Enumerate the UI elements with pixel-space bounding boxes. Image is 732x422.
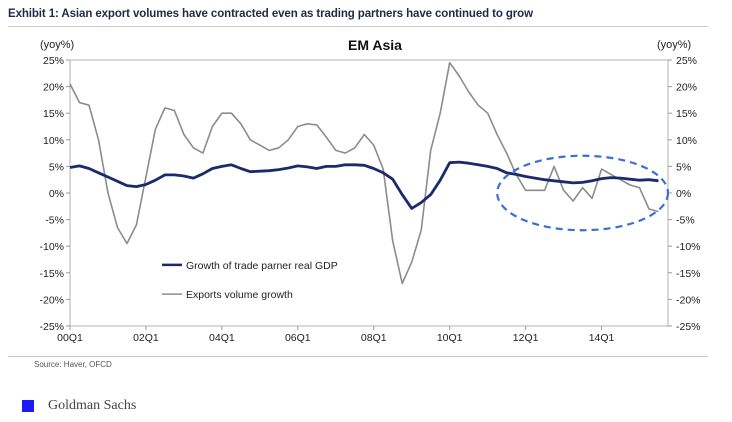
y-tick-label-right: 25% (676, 55, 697, 67)
series-layer (69, 61, 659, 285)
y-tick-label-right: 5% (676, 161, 691, 173)
y-tick-label-left: 10% (43, 135, 64, 147)
y-axis-label-left: (yoy%) (40, 39, 74, 51)
series-line-gdp (69, 160, 659, 210)
source-note: Source: Haver, OFCD (34, 360, 112, 369)
chart-title: EM Asia (348, 37, 402, 53)
y-tick-label-right: -25% (676, 321, 701, 333)
legend-label-gdp: Growth of trade parner real GDP (186, 260, 338, 272)
series-line-exports (69, 61, 659, 285)
legend: Growth of trade parner real GDP Exports … (162, 260, 338, 301)
y-tick-label-left: -5% (45, 215, 64, 227)
y-tick-label-left: 0% (49, 188, 64, 200)
x-tick-label: 14Q1 (589, 332, 615, 344)
x-tick-label: 12Q1 (513, 332, 539, 344)
x-tick-label: 10Q1 (437, 332, 463, 344)
y-tick-label-left: -10% (39, 241, 64, 253)
x-tick-label: 08Q1 (361, 332, 387, 344)
top-divider (8, 26, 708, 27)
y-tick-label-right: -20% (676, 294, 701, 306)
y-tick-label-left: 15% (43, 108, 64, 120)
chart: EM Asia (yoy%) (yoy%) 25% 20% 15% 10% 5% 0% -5… (39, 37, 700, 344)
y-tick-label-right: 0% (676, 188, 691, 200)
y-tick-label-left: 5% (49, 161, 64, 173)
y-tick-label-right: -10% (676, 241, 701, 253)
y-axis-label-right: (yoy%) (657, 39, 691, 51)
y-tick-label-right: -15% (676, 268, 701, 280)
brand-name: Goldman Sachs (48, 398, 137, 413)
y-tick-label-left: -25% (39, 321, 64, 333)
x-tick-label: 02Q1 (133, 332, 159, 344)
x-tick-label: 00Q1 (57, 332, 83, 344)
x-tick-label: 06Q1 (285, 332, 311, 344)
y-tick-label-left: 20% (43, 82, 64, 94)
axes: 25% 20% 15% 10% 5% 0% -5% -10% -15% -20% -25% 25% 20… (39, 55, 700, 344)
brand-logo-square (22, 400, 34, 412)
x-tick-label: 04Q1 (209, 332, 235, 344)
highlight-circle (496, 154, 670, 232)
legend-label-exports: Exports volume growth (186, 289, 293, 301)
y-tick-label-right: 20% (676, 82, 697, 94)
y-tick-label-right: 15% (676, 108, 697, 120)
y-tick-label-right: -5% (676, 215, 695, 227)
y-tick-label-left: 25% (43, 55, 64, 67)
bottom-divider (8, 356, 708, 357)
y-tick-label-left: -20% (39, 294, 64, 306)
y-tick-label-right: 10% (676, 135, 697, 147)
y-tick-label-left: -15% (39, 268, 64, 280)
exhibit-title: Exhibit 1: Asian export volumes have con… (8, 8, 533, 20)
